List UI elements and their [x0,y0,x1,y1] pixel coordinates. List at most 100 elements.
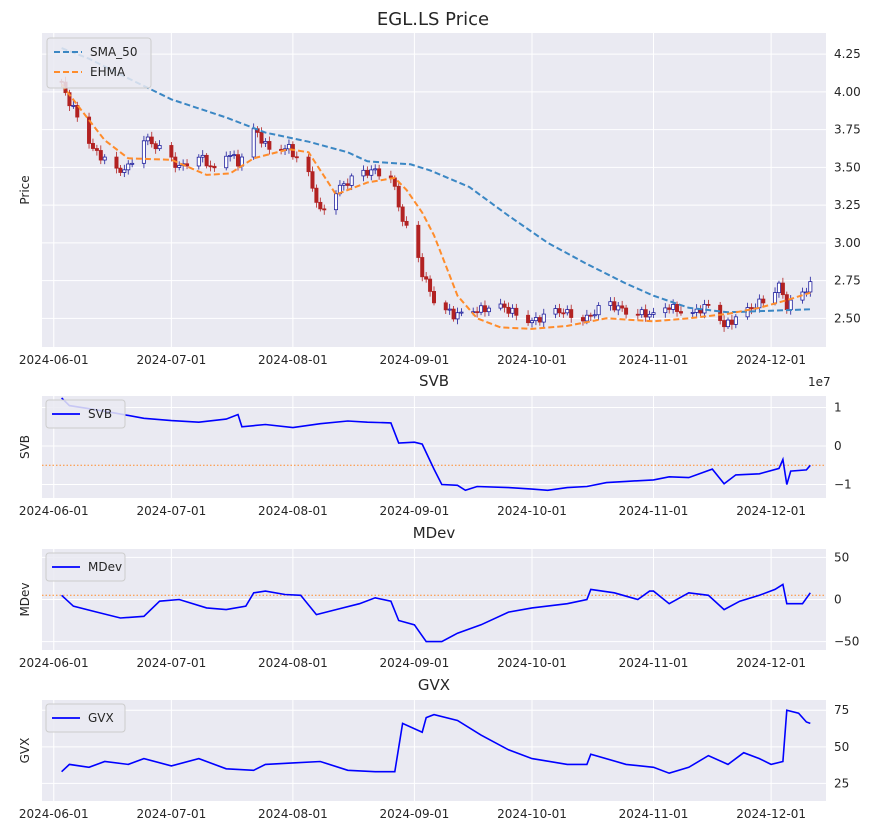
x-tick-label: 2024-06-01 [19,807,89,821]
candle [75,101,80,122]
candle-body [502,303,507,308]
candle-body [416,224,421,258]
x-tick-label: 2024-09-01 [380,504,450,518]
y-tick-label: 0 [834,593,842,607]
candle [537,315,542,326]
x-tick-label: 2024-08-01 [258,656,328,670]
y-tick-label: 3.25 [834,198,861,212]
x-tick-label: 2024-12-01 [736,807,806,821]
candle-body [232,154,237,157]
candle-body [228,155,233,157]
candle [431,286,436,306]
x-tick-label: 2024-10-01 [497,807,567,821]
candle [592,309,597,319]
candle [149,131,154,148]
candle [596,302,601,320]
y-axis-label: MDev [18,582,32,616]
y-axis-label: Price [18,175,32,204]
candle-body [75,104,80,118]
candle-body [396,185,401,208]
candle-body [530,320,535,324]
candle [667,304,672,314]
candle [479,302,484,316]
candle-body [635,313,640,316]
candle-body [667,307,672,310]
candle [267,136,272,155]
candle [177,161,182,171]
candle [447,303,452,315]
candle-body [706,304,711,306]
candle-body [580,317,585,322]
candle-body [153,143,158,150]
candle-body [776,282,781,294]
candle [94,144,99,156]
x-tick-label: 2024-12-01 [736,656,806,670]
x-tick-label: 2024-07-01 [136,656,206,670]
candle-body [663,307,668,314]
figure-title: EGL.LS Price [377,9,489,30]
x-tick-label: 2024-06-01 [19,504,89,518]
candle-body [608,301,613,306]
candle-body [733,316,738,325]
candle [424,272,429,283]
candle [443,300,448,314]
candle-body [185,163,190,167]
series-line-svb [61,397,811,492]
y-tick-label: 3.75 [834,123,861,137]
candle [486,305,491,316]
candle-body [200,154,205,158]
candle-body [141,140,146,164]
candle [761,295,766,308]
x-tick-label: 2024-07-01 [136,353,206,367]
plot-area [42,396,826,498]
x-tick-label: 2024-10-01 [497,353,567,367]
candle [365,166,370,179]
candle [228,151,233,162]
legend-box [46,37,152,89]
candle-body [235,154,240,167]
candle-body [773,292,778,304]
candle-body [114,156,119,169]
y-tick-label: 50 [834,550,849,564]
candle-body [541,313,546,323]
series-line-gvx [61,709,811,775]
candle-body [647,313,652,318]
candle [428,275,433,297]
candle [561,308,566,318]
candle [580,314,585,326]
candle-body [639,309,644,316]
candle [122,164,127,178]
candle-body [479,305,484,313]
candle [690,309,695,318]
candle-body [424,276,429,280]
candle-body [263,141,268,144]
legend-label: MDev [88,560,122,574]
candle [624,304,629,319]
price-panel: 2024-06-01 2024-07-01 2024-08-01 2024-09-01… [18,33,861,367]
candle [616,301,621,316]
y-tick-label: 2.50 [834,311,861,325]
candle [341,180,346,191]
candle [114,151,119,174]
candle-body [510,307,515,314]
candle-body [616,305,621,311]
x-tick-label: 2024-11-01 [619,504,689,518]
candle [780,277,785,299]
candle-body [749,307,754,310]
candle-body [761,298,766,304]
candle-body [624,307,629,315]
candle-body [126,163,131,171]
legend: GVX [45,703,126,733]
candle-body [459,311,464,314]
candle-body [333,193,338,211]
candle-body [498,303,503,309]
legend-box [45,703,126,733]
candle-body [447,308,452,311]
candle [306,154,311,177]
candle-body [318,201,323,210]
y-axis-label: GVX [18,738,32,764]
candle [475,306,480,318]
candle-body [145,136,150,142]
candle-body [729,319,734,325]
y-tick-label: 0 [834,439,842,453]
